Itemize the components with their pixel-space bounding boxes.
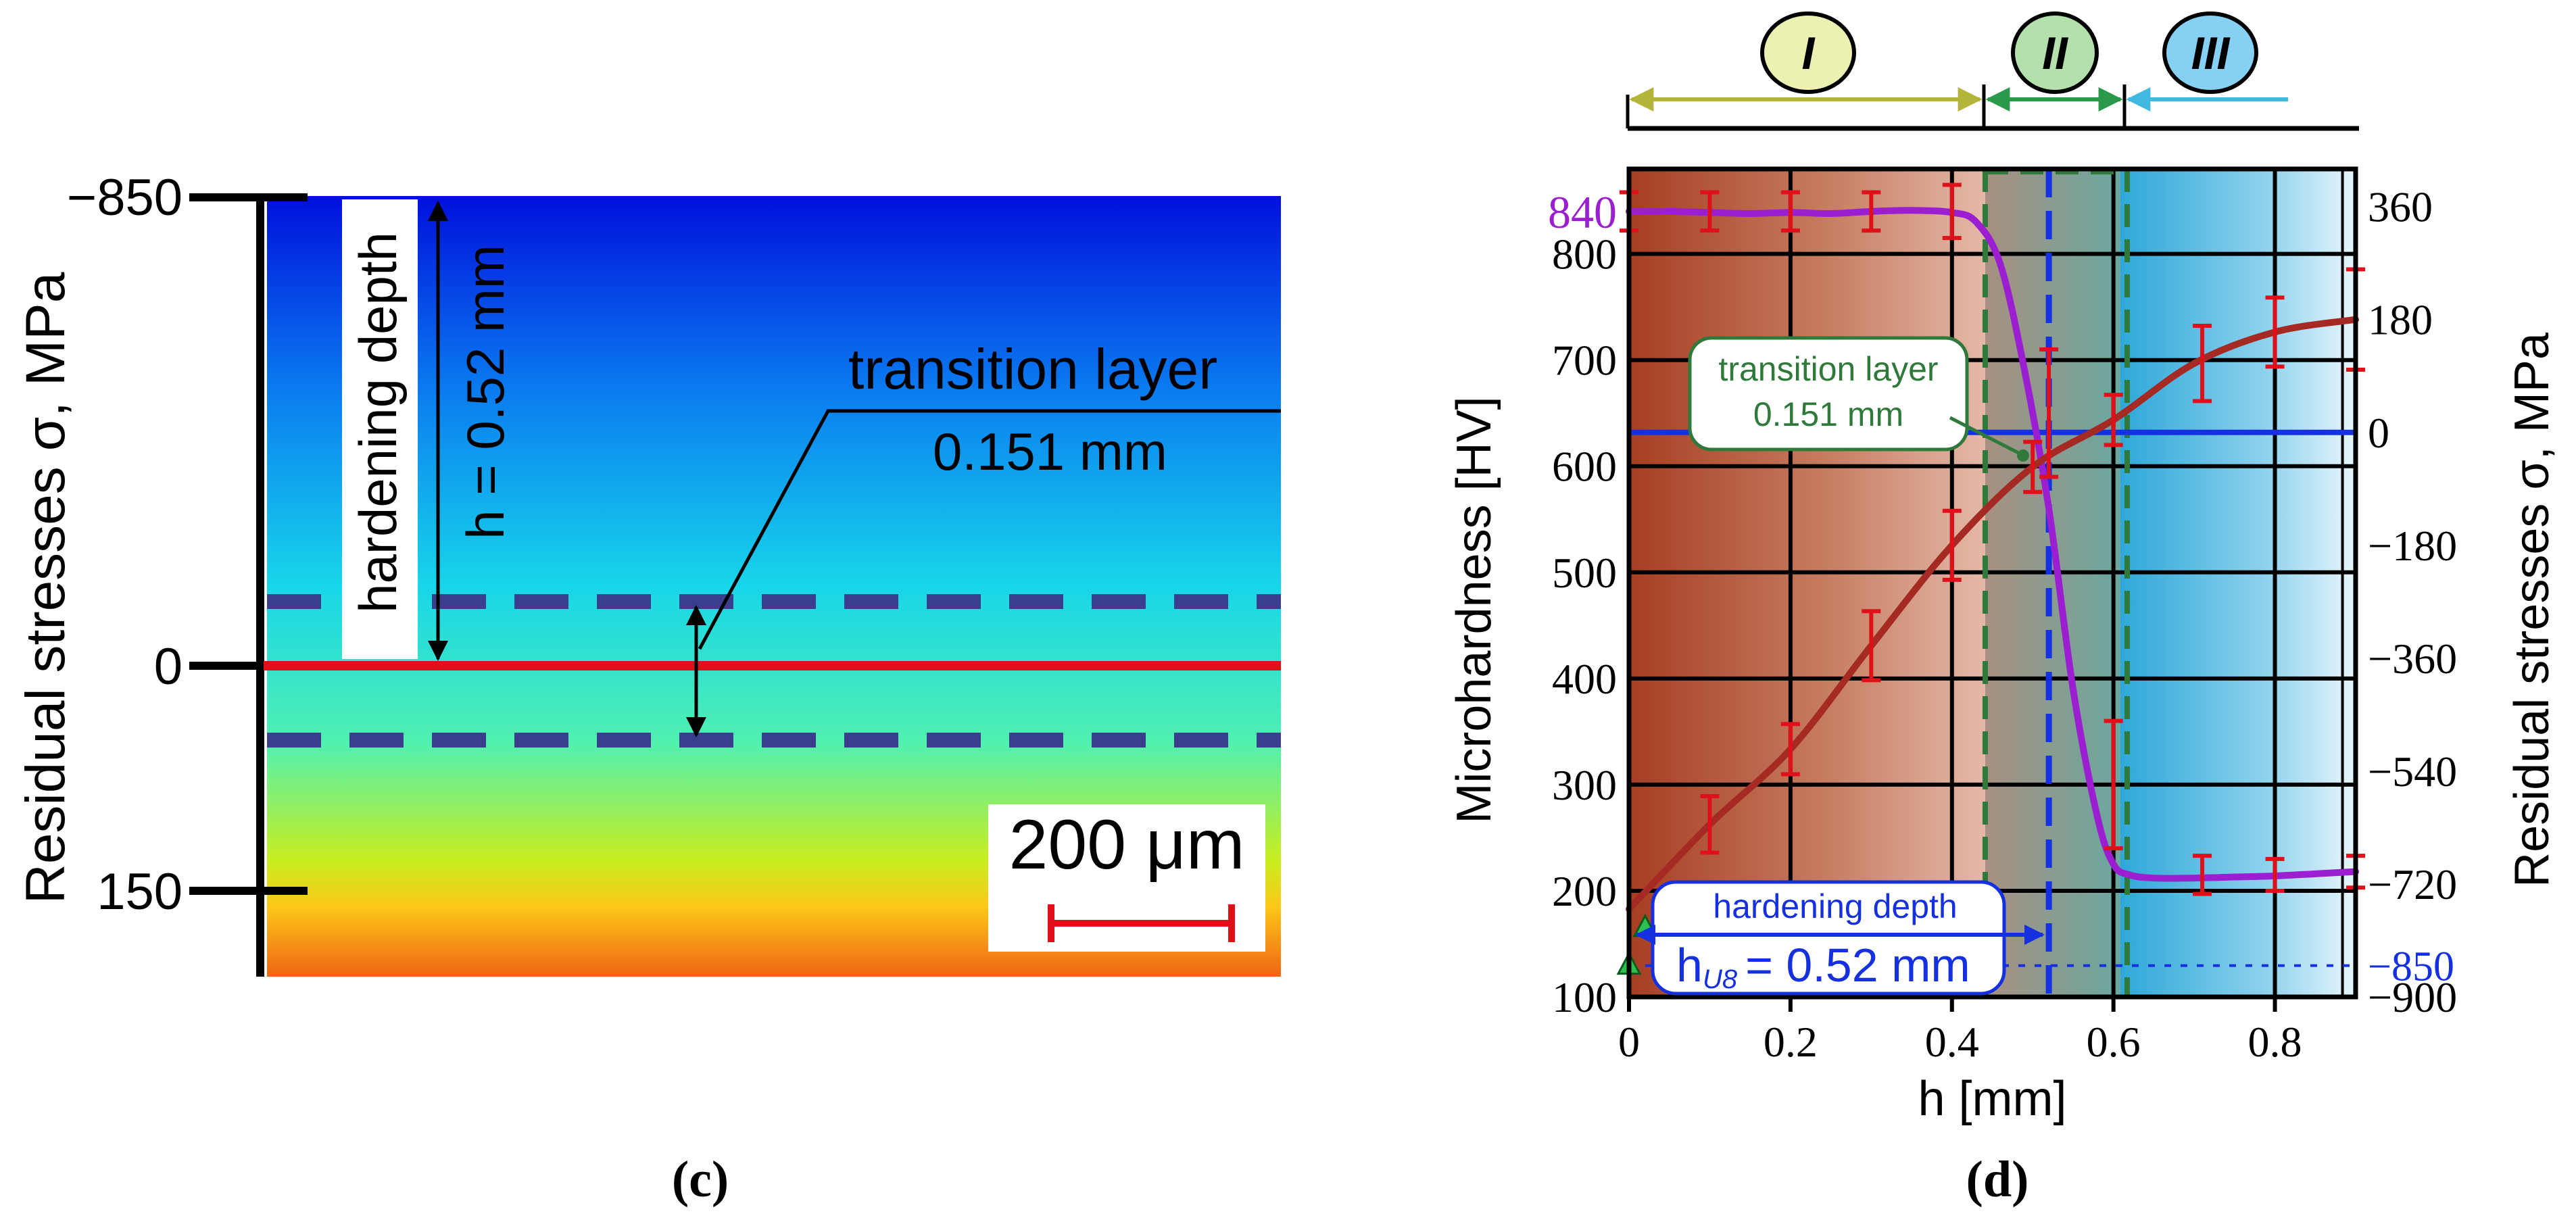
d-transition-leader [1949, 416, 2022, 456]
d-transition-box [1688, 336, 1969, 451]
zone-3-label: III [2191, 28, 2231, 79]
d-hu8-label: hU8 = 0.52 mm [1676, 939, 1970, 994]
c-hardening-depth-box [342, 199, 418, 659]
d-transition-title: transition layer [1718, 350, 1938, 388]
y2-tick-label-4: −180 [2368, 522, 2457, 570]
peak-840-label: 840 [1548, 187, 1617, 238]
d-caption: (d) [1966, 1151, 2029, 1208]
x-tick-label-2: 0.4 [1925, 1018, 1979, 1066]
c-caption: (c) [672, 1151, 729, 1208]
y-tick-label-7: 800 [1552, 230, 1617, 278]
d-transition-value: 0.151 mm [1753, 395, 1903, 433]
y2-tick-label-5: 0 [2368, 409, 2389, 457]
c-tick-label-0: 0 [154, 638, 183, 695]
x-tick-label-4: 0.8 [2248, 1018, 2302, 1066]
c-tick-label-minus850: −850 [67, 169, 183, 226]
d-hu8-value: = 0.52 mm [1745, 939, 1970, 992]
y-tick-label-5: 600 [1552, 443, 1617, 491]
zone-1-fill [1629, 169, 1985, 997]
y2-tick-label-2: −540 [2368, 748, 2457, 796]
x-tick-label-1: 0.2 [1764, 1018, 1818, 1066]
y2-tick-label-7: 360 [2368, 183, 2433, 231]
y-tick-label-3: 400 [1552, 655, 1617, 703]
panel-d: I II III 0 0.2 0.4 0.6 0.8 100 200 300 400 500 600… [1447, 11, 2559, 1208]
y2-tick-label-0: −900 [2368, 973, 2457, 1021]
y2-tick-label-6: 180 [2368, 296, 2433, 344]
y-tick-label-1: 200 [1552, 867, 1617, 915]
series-line-residual-stress [1626, 316, 2359, 913]
y-tick-label-6: 700 [1552, 337, 1617, 385]
zone-3-fill [2120, 169, 2356, 997]
zone-2-fill [1985, 169, 2120, 997]
d-transition-callout: transition layer 0.151 mm [1688, 336, 2029, 462]
zone-2-badge [2011, 11, 2099, 94]
y-tick-label-2: 300 [1552, 761, 1617, 809]
c-tick-label-150: 150 [97, 863, 183, 921]
c-h-label: h = 0.52 mm [456, 245, 515, 539]
y-axis-label: Microhardness [HV] [1447, 396, 1501, 823]
zone-header: I II III [1626, 11, 2359, 131]
c-scale-box [988, 804, 1265, 952]
d-axes: 0 0.2 0.4 0.6 0.8 100 200 300 400 500 600 700 800 −90… [1447, 183, 2559, 1126]
panel-c: −850 0 150 Residual stresses σ, MPa hard… [15, 169, 1281, 1208]
d-hu8-h: h [1676, 939, 1703, 992]
series-line-microhardness [1626, 207, 2359, 882]
right-minus850-label: −850 [2368, 944, 2454, 990]
c-hardening-depth-label: hardening depth [348, 232, 408, 613]
d-hardening-callout: hardening depth hU8 = 0.52 mm [1635, 880, 2045, 996]
d-hardening-label: hardening depth [1713, 887, 1957, 925]
y2-tick-label-3: −360 [2368, 635, 2457, 683]
d-plot-frame [1626, 166, 2358, 1000]
y2-tick-label-1: −720 [2368, 860, 2457, 908]
c-y-axis-label: Residual stresses σ, MPa [15, 272, 76, 904]
zone-2-label: II [2042, 28, 2069, 79]
c-transition-title: transition layer [848, 337, 1217, 401]
x-axis-label: h [mm] [1918, 1072, 2066, 1126]
d-transition-leader-dot [2017, 449, 2029, 462]
y-tick-label-0: 100 [1552, 973, 1617, 1021]
zone-3-badge [2162, 11, 2258, 94]
zone-1-label: I [1802, 28, 1816, 79]
d-series [1626, 207, 2359, 913]
c-transition-leader [698, 409, 1281, 650]
c-transition-value: 0.151 mm [933, 422, 1167, 481]
x-tick-label-0: 0 [1618, 1018, 1640, 1066]
y2-axis-label: Residual stresses σ, MPa [2505, 332, 2559, 887]
d-hu8-sub: U8 [1703, 964, 1738, 994]
y-tick-label-4: 500 [1552, 549, 1617, 597]
zone-1-badge [1760, 11, 1856, 94]
x-tick-label-3: 0.6 [2087, 1018, 2141, 1066]
c-scale-label: 200 μm [1009, 806, 1245, 884]
